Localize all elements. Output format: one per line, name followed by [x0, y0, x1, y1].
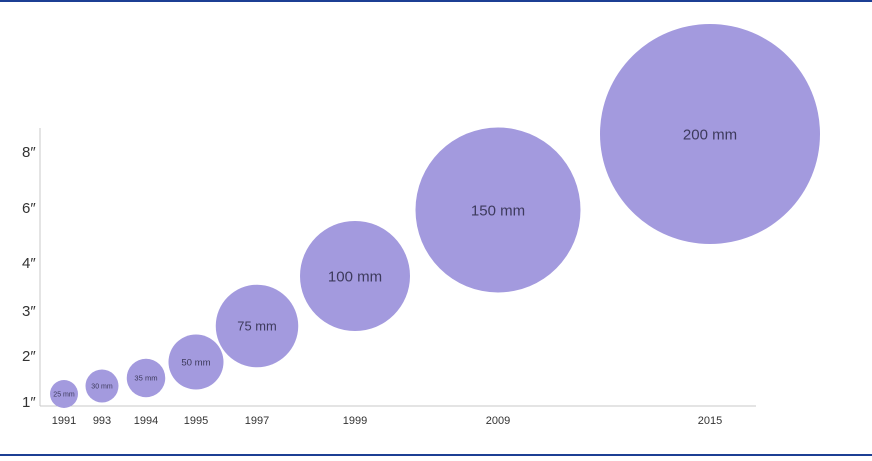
bubble-label: 150 mm	[471, 202, 525, 219]
x-tick-label: 2009	[486, 415, 510, 427]
y-tick-label: 8″	[22, 144, 36, 161]
y-tick-label: 4″	[22, 255, 36, 272]
bubble-label: 100 mm	[328, 268, 382, 285]
y-tick-label: 3″	[22, 303, 36, 320]
bubbles: 25 mm 30 mm 35 mm 50 mm 75 mm 100 mm 150 mm 200…	[50, 24, 820, 408]
bubble	[50, 380, 78, 408]
bubble	[415, 127, 581, 293]
x-tick-label: 1997	[245, 415, 269, 427]
x-tick-label: 1991	[52, 415, 76, 427]
bubble-label: 200 mm	[683, 126, 737, 143]
bubble-label: 25 mm	[53, 391, 75, 398]
y-tick-labels: 1″ 2″ 3″ 4″ 6″ 8″	[22, 144, 36, 411]
y-tick-label: 6″	[22, 200, 36, 217]
bubble	[600, 24, 820, 244]
y-tick-label: 2″	[22, 348, 36, 365]
bubble-label: 30 mm	[91, 383, 113, 390]
bubble	[126, 358, 166, 398]
bottom-rule	[0, 454, 872, 456]
bubble-label: 35 mm	[134, 374, 157, 383]
x-tick-label: 1994	[134, 415, 158, 427]
x-tick-labels: 1991 993 1994 1995 1997 1999 2009 2015	[52, 415, 722, 427]
bubble	[85, 369, 119, 403]
bubble	[215, 284, 299, 368]
bubble-label: 50 mm	[181, 357, 210, 368]
x-tick-label: 1999	[343, 415, 367, 427]
x-tick-label: 993	[93, 415, 111, 427]
x-tick-label: 1995	[184, 415, 208, 427]
top-rule	[0, 0, 872, 2]
x-tick-label: 2015	[698, 415, 722, 427]
bubble	[300, 221, 410, 331]
y-tick-label: 1″	[22, 394, 36, 411]
bubble	[168, 334, 224, 390]
bubble-label: 75 mm	[237, 319, 276, 334]
